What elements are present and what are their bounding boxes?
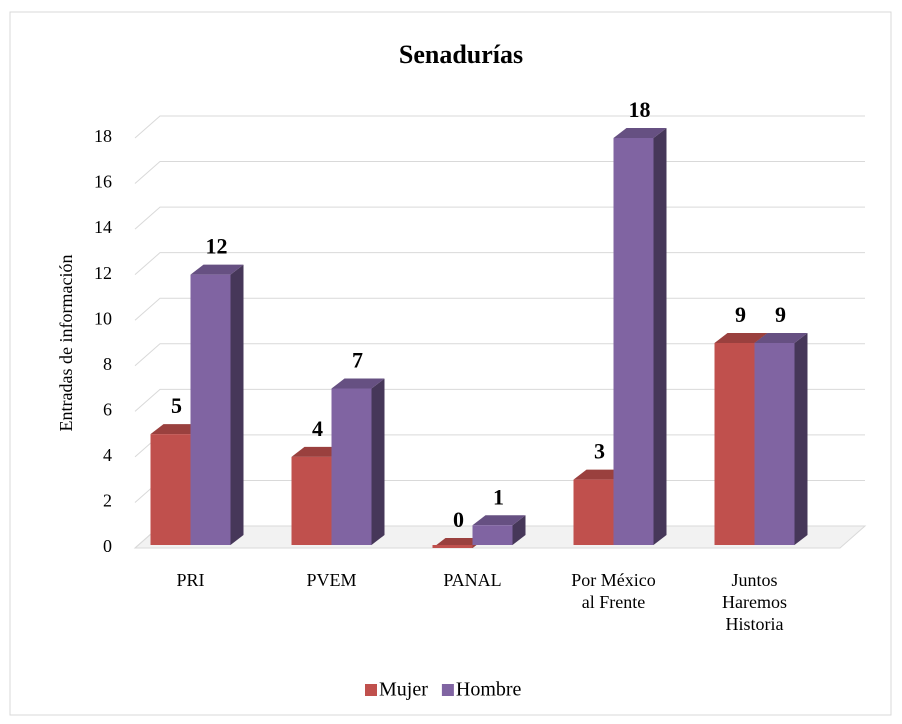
bar-top bbox=[472, 515, 526, 526]
bar-front bbox=[150, 434, 191, 545]
bar-top bbox=[190, 264, 244, 275]
bar-top bbox=[291, 446, 345, 457]
bar-front bbox=[331, 388, 372, 545]
x-tick-label: Por México al Frente bbox=[571, 570, 656, 612]
bar-top bbox=[331, 378, 385, 389]
x-tick-label: PVEM bbox=[306, 570, 357, 590]
bar-front bbox=[754, 343, 795, 545]
bar-top bbox=[573, 469, 627, 480]
y-tick-label: 18 bbox=[94, 126, 112, 146]
bar bbox=[754, 333, 808, 545]
bar-top bbox=[754, 333, 808, 343]
value-label: 18 bbox=[629, 97, 651, 122]
bar bbox=[472, 515, 526, 545]
bar-front bbox=[291, 456, 332, 545]
legend-swatch bbox=[365, 684, 377, 696]
chart-title: Senadurías bbox=[399, 40, 523, 69]
bar bbox=[331, 378, 385, 545]
x-tick-label: Juntos Haremos Historia bbox=[722, 570, 787, 634]
bar-side bbox=[230, 264, 244, 545]
value-label: 1 bbox=[493, 484, 504, 509]
bar-side bbox=[371, 378, 385, 545]
value-label: 5 bbox=[171, 393, 182, 418]
bar-side bbox=[512, 515, 526, 545]
y-axis-label: Entradas de información bbox=[56, 255, 76, 432]
y-tick-label: 2 bbox=[103, 491, 112, 511]
value-label: 4 bbox=[312, 416, 323, 441]
y-tick-label: 10 bbox=[94, 308, 112, 328]
value-label: 12 bbox=[206, 234, 228, 259]
bar bbox=[613, 128, 667, 545]
y-tick-label: 12 bbox=[94, 263, 112, 283]
value-label: 3 bbox=[594, 439, 605, 464]
bar-front bbox=[432, 545, 473, 548]
y-tick-label: 16 bbox=[94, 172, 112, 192]
bar-side bbox=[653, 128, 667, 545]
y-tick-label: 8 bbox=[103, 354, 112, 374]
bar-front bbox=[472, 525, 513, 545]
bar-top bbox=[613, 128, 667, 138]
y-tick-label: 4 bbox=[103, 445, 112, 465]
legend-label: Mujer bbox=[379, 679, 428, 701]
legend-swatch bbox=[441, 684, 454, 696]
value-label: 9 bbox=[735, 302, 746, 327]
bar-top bbox=[150, 424, 204, 435]
y-tick-label: 0 bbox=[103, 536, 112, 556]
x-tick-label: PRI bbox=[176, 570, 205, 590]
value-label: 0 bbox=[453, 507, 464, 532]
bar-front bbox=[714, 343, 755, 545]
bar-front bbox=[190, 274, 231, 545]
value-label: 9 bbox=[775, 302, 786, 327]
legend-label: Hombre bbox=[456, 679, 522, 701]
value-label: 7 bbox=[352, 348, 363, 373]
bar-front bbox=[573, 479, 614, 545]
y-tick-label: 6 bbox=[103, 399, 112, 419]
y-tick-label: 14 bbox=[94, 217, 112, 237]
bar bbox=[190, 264, 244, 545]
bar-side bbox=[794, 333, 808, 545]
grid-line bbox=[134, 115, 865, 139]
bar-front bbox=[613, 138, 654, 545]
x-tick-label: PANAL bbox=[443, 570, 502, 590]
bar-top bbox=[714, 333, 768, 343]
